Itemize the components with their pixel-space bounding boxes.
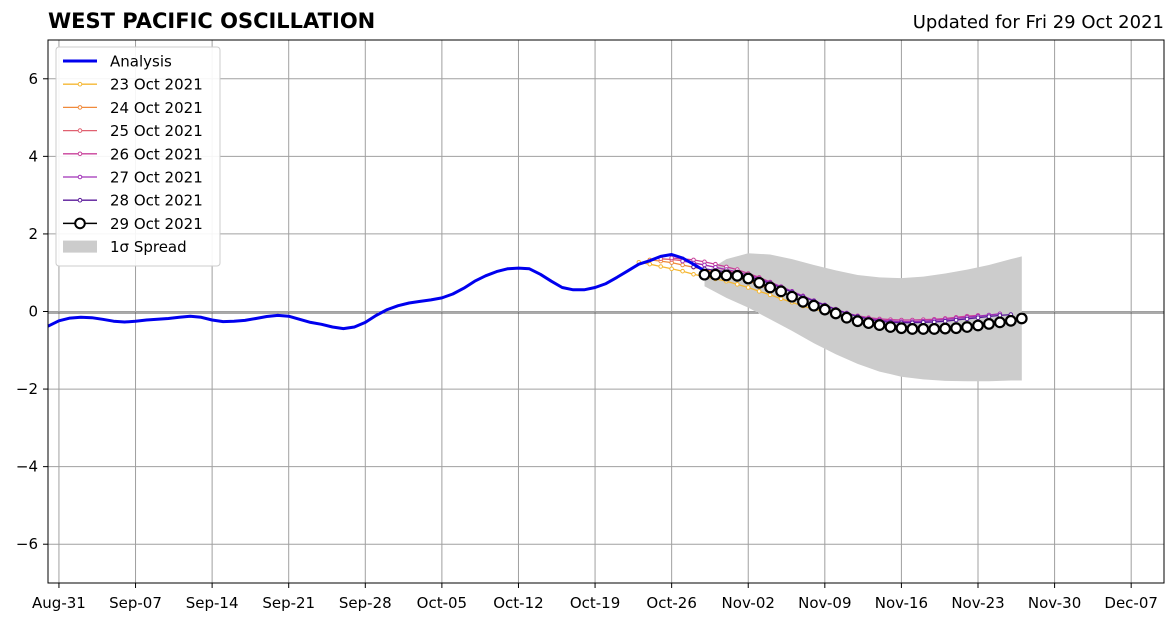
y-tick-label: 6	[28, 70, 38, 88]
legend-label: 28 Oct 2021	[110, 192, 203, 210]
axis-layer: Aug-31 Sep-07 Sep-14 Sep-21 Sep-28 Oct-05 Oct-…	[16, 39, 1165, 612]
x-tick-label: Oct-26	[646, 594, 696, 612]
forecast-point-main	[786, 290, 798, 303]
legend-label: 26 Oct 2021	[110, 145, 203, 163]
legend-swatch-marker	[74, 217, 86, 230]
forecast-point	[756, 289, 762, 294]
legend: Analysis 23 Oct 2021 24 Oct 2021 25 Oct 202…	[55, 46, 221, 267]
series-layer	[47, 253, 1028, 335]
legend-swatch-marker	[77, 81, 83, 87]
legend-swatch-marker	[77, 174, 83, 180]
x-tick-label: Nov-09	[798, 594, 851, 612]
legend-label: 29 Oct 2021	[110, 215, 203, 233]
forecast-point-main	[873, 319, 886, 331]
forecast-point-main	[775, 285, 787, 298]
y-tick-label: 2	[28, 225, 38, 243]
forecast-point-main	[961, 321, 973, 333]
forecast-point-main	[950, 322, 963, 335]
x-tick-label: Oct-12	[493, 594, 543, 612]
forecast-point-main	[764, 281, 777, 294]
x-tick-label: Sep-28	[339, 594, 392, 612]
forecast-point-main	[753, 276, 766, 289]
x-tick-label: Sep-14	[186, 594, 239, 612]
forecast-point-main	[928, 323, 941, 335]
forecast-point	[680, 268, 685, 274]
legend-swatch-marker	[77, 128, 83, 133]
forecast-point-main	[840, 311, 853, 324]
forecast-point-main	[720, 269, 733, 282]
legend-label: Analysis	[110, 53, 172, 71]
forecast-point-main	[1015, 312, 1028, 325]
forecast-point	[778, 296, 784, 302]
grid-layer	[48, 40, 1164, 583]
forecast-point	[986, 314, 992, 319]
forecast-point-main	[818, 303, 831, 316]
legend-label: 24 Oct 2021	[110, 99, 203, 117]
y-tick-label: −2	[16, 380, 38, 398]
forecast-point	[942, 318, 948, 324]
legend-label: 27 Oct 2021	[110, 169, 203, 187]
forecast-point	[975, 315, 981, 321]
y-tick-label: 4	[28, 147, 38, 165]
legend-swatch-spread	[63, 240, 97, 253]
forecast-point-main	[698, 268, 711, 281]
forecast-point-main	[917, 323, 930, 335]
forecast-point-main	[1004, 314, 1017, 327]
forecast-point-main	[862, 317, 875, 330]
forecast-point-main	[731, 269, 744, 282]
forecast-point	[964, 316, 970, 322]
forecast-point	[745, 285, 751, 290]
forecast-point-main	[851, 315, 864, 328]
forecast-point-main	[829, 307, 842, 320]
forecast-point-main	[884, 321, 897, 333]
forecast-point	[767, 292, 773, 298]
forecast-point	[669, 266, 674, 272]
legend-swatch-marker	[77, 105, 83, 110]
legend-box	[55, 46, 221, 267]
legend-label: 1σ Spread	[110, 238, 187, 256]
forecast-point	[953, 317, 959, 323]
forecast-point-main	[993, 316, 1006, 329]
chart-subtitle: Updated for Fri 29 Oct 2021	[912, 12, 1164, 33]
forecast-point	[702, 262, 707, 268]
x-tick-label: Sep-21	[262, 594, 315, 612]
x-tick-label: Aug-31	[32, 594, 86, 612]
x-tick-label: Nov-23	[951, 594, 1004, 612]
forecast-point	[669, 255, 674, 261]
x-tick-label: Dec-07	[1104, 594, 1158, 612]
x-tick-label: Nov-30	[1028, 594, 1081, 612]
x-tick-label: Oct-05	[417, 594, 467, 612]
forecast-point-main	[797, 295, 809, 308]
forecast-point-main	[807, 299, 820, 312]
x-tick-label: Sep-07	[109, 594, 162, 612]
forecast-point-main	[939, 322, 952, 335]
x-tick-label: Oct-19	[570, 594, 620, 612]
forecast-point	[680, 262, 685, 268]
forecast-point-main	[895, 322, 908, 335]
chart-title: WEST PACIFIC OSCILLATION	[48, 9, 376, 33]
forecast-point	[658, 264, 664, 269]
x-tick-label: Nov-02	[722, 594, 775, 612]
forecast-point-main	[709, 268, 722, 281]
forecast-point-main	[906, 323, 919, 335]
forecast-point	[691, 271, 696, 277]
forecast-point-main	[742, 272, 755, 285]
forecast-point-main	[983, 318, 995, 330]
y-tick-label: −6	[16, 535, 38, 553]
legend-label: 23 Oct 2021	[110, 76, 203, 94]
forecast-point	[647, 261, 653, 267]
analysis-line	[47, 253, 706, 331]
x-tick-label: Nov-16	[875, 594, 928, 612]
legend-swatch-marker	[77, 151, 83, 157]
y-tick-label: −4	[16, 458, 38, 476]
y-tick-label: 0	[28, 303, 38, 321]
forecast-point-main	[972, 319, 984, 332]
forecast-point	[734, 282, 740, 287]
legend-label: 25 Oct 2021	[110, 122, 203, 140]
legend-swatch-marker	[77, 197, 83, 203]
